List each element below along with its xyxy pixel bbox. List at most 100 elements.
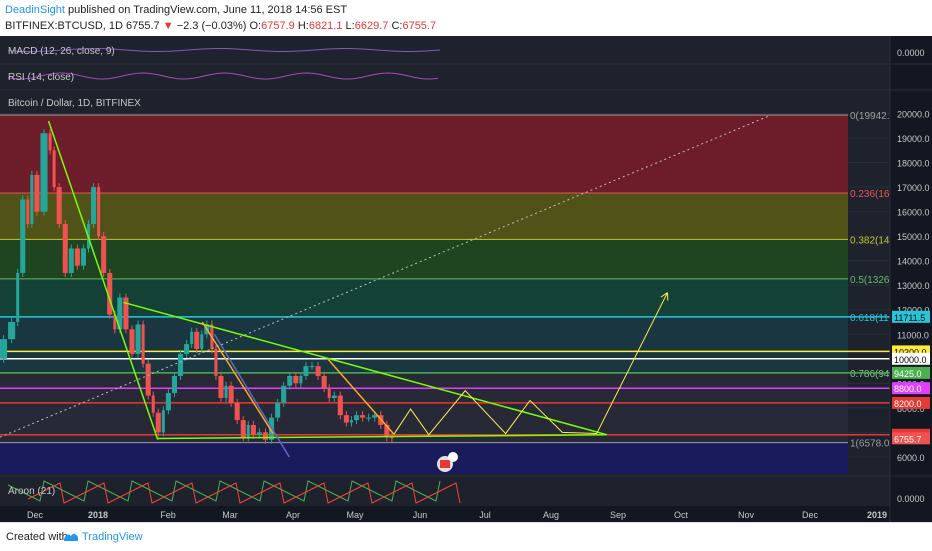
candle-body [234,402,240,421]
main-pane[interactable]: 0(19942. 0.236(16 0.382(14 0.5(1326 0.618(11… [0,98,932,477]
candle-body [26,199,30,224]
chart-canvas[interactable]: MACD (12, 26, close, 9) 0.0000 RSI (14, … [0,36,932,522]
candle-body [200,334,204,349]
close-value: 6755.7 [402,20,437,32]
x-tick-label: Oct [674,510,689,520]
time-axis-bg [0,506,932,522]
fib-label: 0.5(1326 [850,275,890,286]
candle-body [246,424,250,438]
y-tick-label: 11000.0 [897,330,929,340]
candle-body [117,297,123,330]
fib-zone [0,239,848,279]
candle-body [178,353,184,376]
y-tick-label: 6000.0 [897,453,925,463]
candle-body [331,395,337,398]
price-label-box [892,382,930,395]
candle-body [171,375,177,394]
tradingview-link[interactable]: TradingView [82,531,143,543]
candle-body [343,415,349,423]
price-label-box [892,352,930,365]
down-arrow-icon: ▼ [162,20,174,32]
low-label: L: [345,20,355,32]
fib-zone [0,442,848,474]
price-label-box [892,432,930,445]
y-tick-label: 12000.0 [897,306,930,316]
fib-zone [0,316,848,373]
candle-body [194,331,200,349]
candle-body [135,324,141,354]
projection-line [394,292,668,436]
candle-body [155,412,161,433]
candle-body [337,395,343,416]
price-label-box [892,310,930,323]
candle-body [48,133,52,151]
x-tick-label: Apr [286,510,300,520]
aroon-down-line [27,482,461,504]
candle-body [287,375,293,386]
fib-label: 0.236(16 [850,189,890,200]
fib-label: 0.382(14 [850,235,890,246]
chart-header: DeadinSight published on TradingView.com… [0,0,932,36]
rsi-pane[interactable]: RSI (14, close) [0,72,932,91]
fib-label: 1(6578.0 [850,439,890,450]
macd-tick: 0.0000 [897,48,925,58]
aroon-pane[interactable]: Aroon (21) 0.0000 [7,480,925,504]
x-tick-label: 2018 [88,510,108,520]
candle-body [218,375,224,398]
candle-body [256,432,262,435]
candle-body [224,385,228,398]
candle-body [107,272,113,315]
fib-zone [0,115,848,194]
candle-body [309,366,315,368]
aroon-tick: 0.0000 [897,494,925,504]
candle-body [16,272,20,322]
open-label: O: [249,20,262,32]
close-label: C: [391,20,403,32]
footer: Created with TradingView [0,522,932,551]
x-tick-label: Aug [543,510,559,520]
published-text: published on TradingView.com, June 11, 2… [68,4,348,16]
fib-label: 0(19942. [850,111,889,122]
price-label-text: 8800.0 [894,384,922,394]
price-label-box [892,396,930,409]
candle-body [40,133,48,212]
fib-zone [0,372,848,443]
aroon-up-line [7,480,441,502]
fib-zone [0,278,848,317]
trendline [157,434,607,440]
high-label: H: [297,20,309,32]
created-with-text: Created with [6,531,68,543]
candle-body [384,424,390,438]
publish-line: DeadinSight published on TradingView.com… [5,4,347,16]
x-tick-label: Nov [738,510,755,520]
fib-label: 0.618(11 [850,313,889,324]
candle-body [62,223,68,273]
author-link[interactable]: DeadinSight [5,4,65,16]
candle-body [228,385,234,403]
candle-body [372,415,378,418]
candle-body [8,322,16,340]
candle-body [303,366,309,376]
candle-body [91,187,97,224]
last-price: 6755.7 [126,20,160,32]
low-value: 6629.7 [354,20,389,32]
price-label-box [892,366,930,379]
fib-zones [0,115,848,474]
candle-body [360,415,366,418]
tradingview-logo-icon [64,533,78,541]
y-tick-label: 20000.0 [897,110,930,120]
candle-body [299,375,303,384]
rsi-label: RSI (14, close) [8,72,74,83]
candle-body [349,420,353,423]
price-label-text: 11711.5 [894,313,925,323]
x-tick-label: Dec [27,510,44,520]
candle-body [281,385,287,403]
time-axis: Dec 2018 Feb Mar Apr May Jun Jul Aug Sep Oct Nov Dec… [27,510,887,520]
y-tick-label: 18000.0 [897,159,930,169]
aroon-label: Aroon (21) [8,486,55,497]
candle-body [101,236,107,273]
macd-pane[interactable]: MACD (12, 26, close, 9) 0.0000 [0,46,932,65]
candle-body [165,393,171,411]
earnings-flag-icon[interactable] [437,452,458,472]
